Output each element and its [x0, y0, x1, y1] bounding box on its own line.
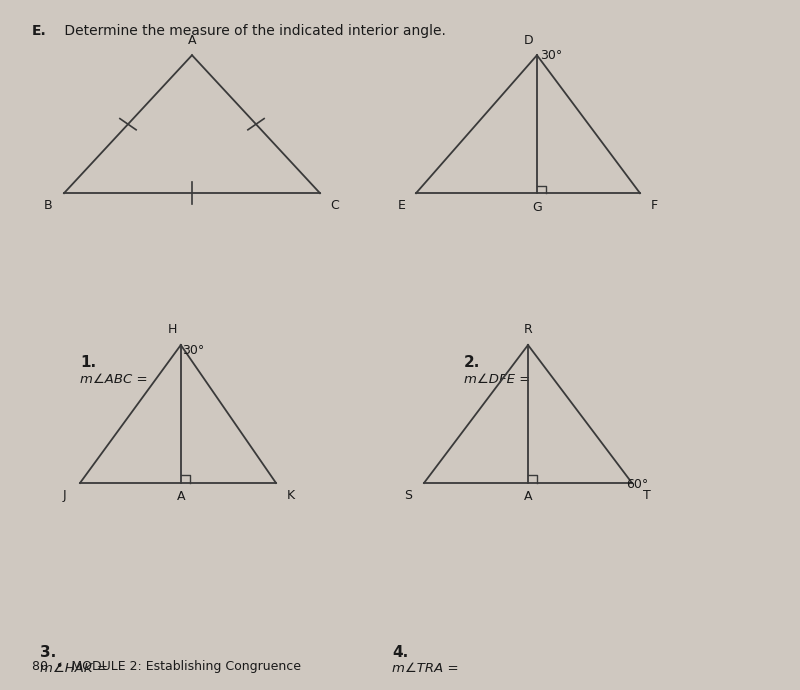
Text: J: J: [62, 489, 66, 502]
Text: 30°: 30°: [182, 344, 205, 357]
Text: T: T: [642, 489, 650, 502]
Text: m∠TRA =: m∠TRA =: [392, 662, 458, 676]
Text: E: E: [398, 199, 406, 212]
Text: F: F: [651, 199, 658, 212]
Text: E.: E.: [32, 24, 46, 38]
Text: m∠DFE =: m∠DFE =: [464, 373, 530, 386]
Text: G: G: [532, 201, 542, 213]
Text: C: C: [330, 199, 338, 212]
Text: Determine the measure of the indicated interior angle.: Determine the measure of the indicated i…: [60, 24, 446, 38]
Text: 80  •  MODULE 2: Establishing Congruence: 80 • MODULE 2: Establishing Congruence: [32, 660, 301, 673]
Text: B: B: [44, 199, 52, 212]
Text: A: A: [177, 491, 185, 503]
Text: 4.: 4.: [392, 645, 408, 660]
Text: 3.: 3.: [40, 645, 56, 660]
Text: A: A: [524, 491, 532, 503]
Text: m∠ABC =: m∠ABC =: [80, 373, 148, 386]
Text: R: R: [524, 324, 532, 336]
Text: 30°: 30°: [540, 49, 562, 62]
Text: H: H: [168, 324, 178, 336]
Text: m∠HAK =: m∠HAK =: [40, 662, 108, 676]
Text: 60°: 60°: [626, 477, 648, 491]
Text: D: D: [524, 34, 534, 46]
Text: 2.: 2.: [464, 355, 480, 371]
Text: K: K: [286, 489, 294, 502]
Text: S: S: [404, 489, 412, 502]
Text: A: A: [188, 34, 196, 46]
Text: 1.: 1.: [80, 355, 96, 371]
